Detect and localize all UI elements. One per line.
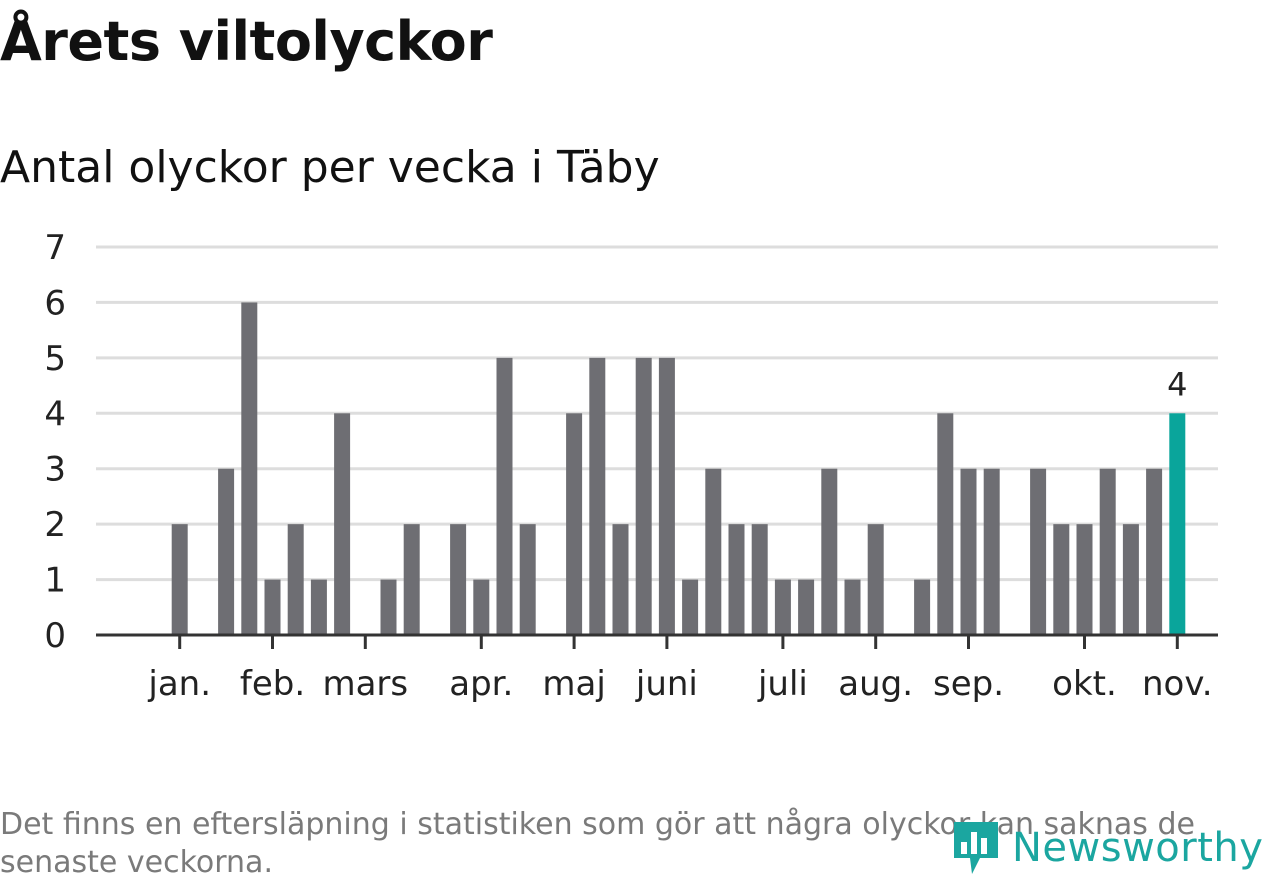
bar [1146, 468, 1163, 635]
x-tick-label: nov. [1142, 664, 1213, 704]
y-tick-label: 3 [44, 450, 66, 490]
bar [241, 302, 258, 635]
x-axis: jan. feb. mars apr. maj juni juli aug. sep. okt. n… [96, 633, 1218, 704]
x-tick-label: aug. [838, 664, 913, 704]
y-axis-ticks: 0 1 2 3 4 5 6 7 [44, 228, 66, 656]
bar [844, 579, 861, 635]
bar [914, 579, 931, 635]
y-tick-label: 7 [44, 228, 66, 268]
x-tick-label: jan. [147, 664, 211, 704]
bar [612, 524, 629, 635]
bar [171, 524, 188, 635]
bar [751, 524, 768, 635]
x-tick-label: juni [635, 664, 698, 704]
bar [774, 579, 791, 635]
bar [1076, 524, 1093, 635]
bar [960, 468, 977, 635]
bar [450, 524, 467, 635]
y-tick-label: 0 [44, 616, 66, 656]
bar [334, 413, 351, 635]
bar [264, 579, 281, 635]
bar [380, 579, 397, 635]
y-tick-label: 6 [44, 283, 66, 323]
bar [682, 579, 699, 635]
x-tick-label: maj [542, 664, 605, 704]
logo-text: Newsworthy [1012, 825, 1262, 871]
bar-highlight [1169, 413, 1186, 635]
bar [798, 579, 815, 635]
bar [403, 524, 420, 635]
newsworthy-logo-icon [954, 822, 998, 874]
bar [1122, 524, 1139, 635]
bar [635, 357, 652, 635]
bar [519, 524, 536, 635]
x-tick-label: apr. [449, 664, 513, 704]
bar [705, 468, 722, 635]
x-tick-label: okt. [1052, 664, 1117, 704]
x-tick-label: juli [757, 664, 808, 704]
bar-chart: 0 1 2 3 4 5 6 7 jan. feb. mars apr. maj juni juli aug.… [44, 228, 1218, 704]
data-label: 4 [1167, 365, 1187, 403]
y-tick-label: 2 [44, 505, 66, 545]
bar [287, 524, 304, 635]
chart-subtitle: Antal olyckor per vecka i Täby [0, 142, 660, 193]
x-tick-label: sep. [933, 664, 1004, 704]
bar [1030, 468, 1047, 635]
chart-title: Årets viltolyckor [0, 10, 493, 73]
bar [867, 524, 884, 635]
grid-lines [96, 245, 1218, 582]
bar [728, 524, 745, 635]
newsworthy-logo[interactable]: Newsworthy [950, 818, 1262, 878]
y-tick-label: 4 [44, 394, 66, 434]
bar [658, 357, 675, 635]
x-tick-label: mars [322, 664, 408, 704]
bar [1099, 468, 1116, 635]
bar [310, 579, 327, 635]
bar [473, 579, 490, 635]
bar [1053, 524, 1070, 635]
data-labels: 4 [1167, 365, 1187, 403]
bar [496, 357, 513, 635]
x-tick-label: feb. [240, 664, 305, 704]
bar [821, 468, 838, 635]
bars [171, 302, 1186, 635]
bar [218, 468, 235, 635]
bar [937, 413, 954, 635]
y-tick-label: 1 [44, 561, 66, 601]
bar [983, 468, 1000, 635]
bar [566, 413, 583, 635]
bar [589, 357, 606, 635]
y-tick-label: 5 [44, 339, 66, 379]
